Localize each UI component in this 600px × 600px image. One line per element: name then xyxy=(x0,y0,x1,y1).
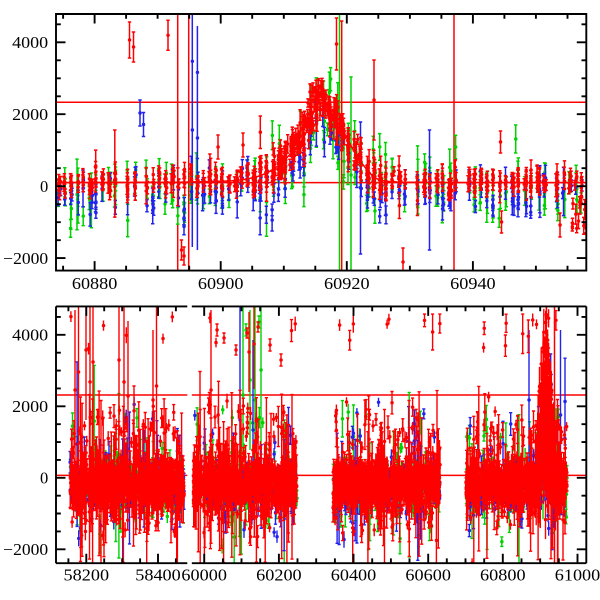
svg-text:60800: 60800 xyxy=(480,566,526,585)
svg-text:0: 0 xyxy=(40,177,48,196)
svg-text:60900: 60900 xyxy=(198,274,244,293)
svg-text:4000: 4000 xyxy=(12,325,48,344)
svg-text:60940: 60940 xyxy=(450,274,496,293)
svg-text:60000: 60000 xyxy=(181,566,227,585)
svg-text:2000: 2000 xyxy=(12,397,48,416)
svg-text:58200: 58200 xyxy=(64,566,110,585)
svg-text:60600: 60600 xyxy=(405,566,451,585)
svg-text:60400: 60400 xyxy=(331,566,377,585)
svg-text:−2000: −2000 xyxy=(3,540,48,559)
svg-text:60920: 60920 xyxy=(324,274,370,293)
svg-text:60200: 60200 xyxy=(256,566,302,585)
svg-text:2000: 2000 xyxy=(12,105,48,124)
svg-text:60880: 60880 xyxy=(72,274,118,293)
svg-text:61000: 61000 xyxy=(555,566,600,585)
svg-text:0: 0 xyxy=(40,468,48,487)
svg-text:4000: 4000 xyxy=(12,33,48,52)
svg-text:−2000: −2000 xyxy=(3,249,48,268)
svg-text:58400: 58400 xyxy=(135,566,181,585)
